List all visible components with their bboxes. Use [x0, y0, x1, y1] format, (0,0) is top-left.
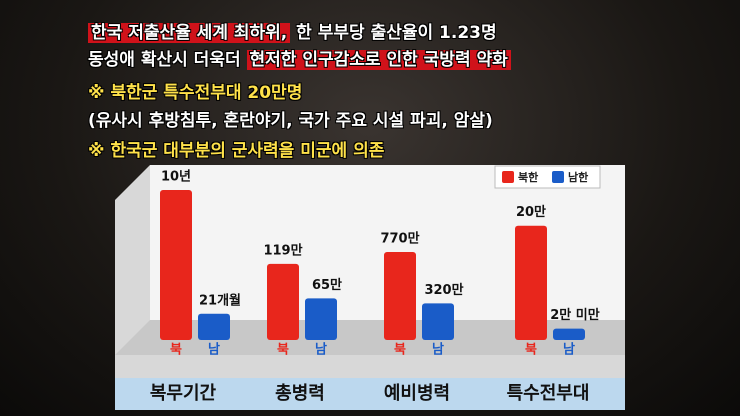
value-label: 770만: [380, 231, 419, 247]
headline-text: ※ 북한군 특수전부대 20만명: [88, 83, 303, 103]
headline-text: (유사시 후방침투, 혼란야기, 국가 주요 시설 파괴, 암살): [88, 111, 493, 131]
headline-text: 현저한 인구감소로 인한 국방력 약화: [246, 50, 511, 70]
value-label: 21개월: [199, 292, 241, 308]
bar: [515, 225, 547, 340]
value-label: 10년: [161, 170, 191, 185]
category-label: 특수전부대: [507, 383, 590, 404]
bar-category: 북: [525, 343, 537, 358]
bar: [384, 252, 416, 340]
bar: [160, 190, 192, 340]
bar: [305, 298, 337, 340]
bar-category: 남: [208, 342, 220, 358]
legend-label: 남한: [568, 170, 588, 184]
headline-line: 한국 저출산율 세계 최하위, 한 부부당 출산율이 1.23명: [88, 18, 497, 43]
value-label: 320만: [424, 282, 463, 298]
headline-text: 한국 저출산율 세계 최하위,: [88, 23, 291, 43]
headline-line: ※ 한국군 대부분의 군사력을 미군에 의존: [88, 136, 384, 161]
bar: [198, 313, 230, 340]
bar-category: 남: [432, 342, 444, 358]
value-label: 2만 미만: [550, 307, 599, 323]
headline-line: (유사시 후방침투, 혼란야기, 국가 주요 시설 파괴, 암살): [88, 106, 493, 131]
legend-box: [494, 165, 601, 189]
headline-text: 동성애 확산시 더욱더: [88, 50, 247, 70]
category-label: 예비병력: [384, 383, 450, 404]
legend-swatch: [502, 171, 514, 183]
bar-category: 남: [315, 342, 327, 358]
headline-text: 한 부부당 출산율이 1.23명: [290, 23, 497, 43]
legend-swatch: [552, 171, 564, 183]
category-label: 총병력: [275, 383, 325, 404]
category-strip: [115, 378, 625, 410]
category-label: 복무기간: [150, 383, 217, 404]
value-label: 20만: [516, 204, 546, 220]
bar-category: 북: [170, 343, 182, 358]
bar: [267, 263, 299, 340]
legend-label: 북한: [518, 170, 538, 184]
bar: [553, 328, 585, 340]
value-label: 119만: [263, 242, 302, 258]
chart-floor: [115, 320, 625, 355]
value-label: 65만: [312, 277, 342, 293]
bar-category: 북: [394, 343, 406, 358]
bar-category: 북: [277, 343, 289, 358]
headline-text: ※ 한국군 대부분의 군사력을 미군에 의존: [88, 141, 385, 161]
headline-line: ※ 북한군 특수전부대 20만명: [88, 78, 302, 103]
bar-category: 남: [563, 342, 575, 358]
headline-line: 동성애 확산시 더욱더 현저한 인구감소로 인한 국방력 약화: [88, 45, 511, 70]
bar: [422, 303, 454, 340]
